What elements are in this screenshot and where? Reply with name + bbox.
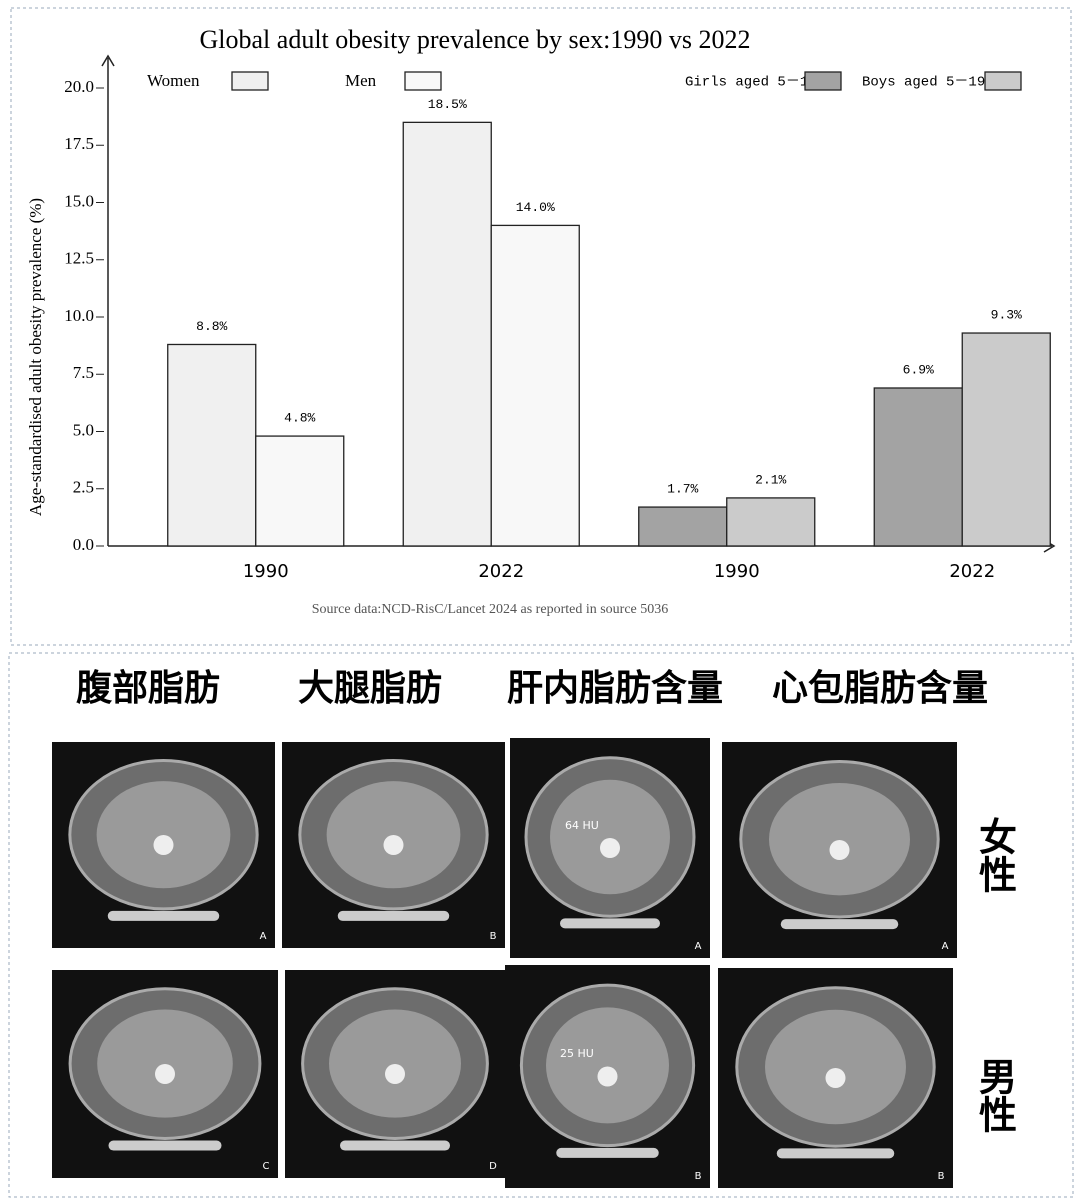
- y-tick-label: 17.5: [64, 134, 94, 153]
- value-label: 8.8%: [196, 319, 227, 334]
- ct-organ: [765, 1009, 906, 1125]
- panel-letter: A: [260, 931, 267, 942]
- ct-image: B: [282, 742, 505, 948]
- row-label: 女性: [973, 816, 1017, 893]
- legend-label: Boys aged 5－19: [862, 75, 985, 91]
- hu-label: 64 HU: [565, 819, 599, 832]
- y-tick-label: 2.5: [73, 478, 94, 497]
- ct-table: [340, 1140, 450, 1151]
- bar: [402, 121, 492, 547]
- ct-image: B 25 HU: [505, 965, 710, 1188]
- ct-table: [560, 918, 660, 929]
- legend-swatch: [404, 71, 442, 91]
- source-note: Source data:NCD-RisC/Lancet 2024 as repo…: [312, 602, 669, 617]
- ct-bone: [385, 1064, 405, 1084]
- legend-swatch: [984, 71, 1022, 91]
- bar: [638, 506, 728, 547]
- value-label: 14.0%: [516, 200, 555, 215]
- panel-letter: A: [942, 941, 949, 952]
- x-tick-label: 1990: [243, 561, 289, 582]
- legend-swatch: [231, 71, 269, 91]
- legend-label: Men: [345, 71, 377, 90]
- ct-table: [780, 919, 899, 930]
- y-tick-label: 15.0: [64, 191, 94, 210]
- value-label: 1.7%: [667, 482, 698, 497]
- value-label: 4.8%: [284, 411, 315, 426]
- heading: 腹部脂肪: [76, 668, 220, 709]
- panel-letter: D: [489, 1161, 497, 1172]
- chart-title: Global adult obesity prevalence by sex:1…: [200, 25, 751, 54]
- value-label: 9.3%: [991, 307, 1022, 322]
- bar: [167, 343, 257, 547]
- y-tick-label: 10.0: [64, 306, 94, 325]
- heading: 肝内脂肪含量: [507, 668, 723, 709]
- x-tick-label: 2022: [949, 561, 995, 582]
- panel-letter: A: [695, 941, 702, 952]
- bar: [490, 224, 580, 547]
- ct-organ: [329, 1009, 461, 1118]
- ct-image: B: [718, 968, 953, 1188]
- x-tick-label: 1990: [714, 561, 760, 582]
- ct-organ: [550, 779, 670, 895]
- ct-table: [107, 910, 220, 921]
- ct-image: A: [722, 742, 957, 958]
- ct-bone: [383, 835, 404, 855]
- ct-table: [776, 1148, 895, 1159]
- ct-image: C: [52, 970, 278, 1178]
- ct-table: [556, 1147, 659, 1158]
- bar: [961, 332, 1051, 547]
- heading: 心包脂肪含量: [772, 668, 988, 709]
- value-label: 6.9%: [903, 362, 934, 377]
- ct-organ: [97, 1009, 233, 1118]
- panel-letter: B: [490, 931, 497, 942]
- panel-letter: B: [938, 1171, 945, 1182]
- ct-table: [108, 1140, 222, 1151]
- y-tick-label: 0.0: [73, 535, 94, 554]
- bar: [255, 435, 345, 547]
- ct-image: A: [52, 742, 275, 948]
- y-tick-label: 20.0: [64, 77, 94, 96]
- panel-letter: C: [263, 1161, 270, 1172]
- ct-table: [337, 910, 450, 921]
- ct-image: A 64 HU: [510, 738, 710, 958]
- row-label: 男性: [973, 1057, 1017, 1133]
- ct-bone: [153, 835, 174, 855]
- bar: [726, 497, 816, 547]
- ct-organ: [326, 781, 461, 889]
- y-tick-label: 5.0: [73, 420, 94, 439]
- value-label: 18.5%: [428, 97, 467, 112]
- y-tick-label: 12.5: [64, 249, 94, 268]
- x-tick-label: 2022: [478, 561, 524, 582]
- legend-label: Women: [147, 71, 200, 90]
- panel-letter: B: [695, 1171, 702, 1182]
- ct-organ: [546, 1007, 669, 1124]
- ct-organ: [769, 783, 910, 896]
- ct-bone: [829, 840, 850, 860]
- ct-bone: [600, 838, 620, 858]
- ct-bone: [155, 1064, 175, 1084]
- value-label: 2.1%: [755, 472, 786, 487]
- ct-image: D: [285, 970, 505, 1178]
- legend-label: Girls aged 5－19: [685, 75, 817, 91]
- ct-organ: [96, 781, 231, 889]
- legend-swatch: [804, 71, 842, 91]
- heading: 大腿脂肪: [298, 668, 442, 709]
- y-axis-arrow: [101, 54, 115, 67]
- chart-frame: [10, 7, 1072, 646]
- y-tick-label: 7.5: [73, 363, 94, 382]
- bar: [873, 387, 963, 547]
- ct-bone: [597, 1066, 618, 1087]
- hu-label: 25 HU: [560, 1047, 594, 1060]
- y-axis-label: Age-standardised adult obesity prevalenc…: [26, 198, 45, 516]
- ct-bone: [825, 1068, 846, 1088]
